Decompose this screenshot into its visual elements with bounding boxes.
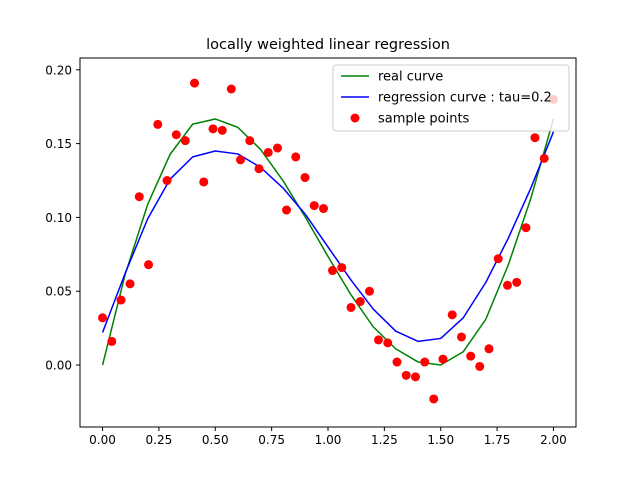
legend-box — [332, 64, 570, 132]
legend: real curve regression curve : tau=0.2 sa… — [332, 64, 570, 132]
sample-point — [116, 295, 126, 305]
sample-point — [282, 205, 292, 215]
plot-area — [98, 78, 558, 404]
sample-point — [263, 147, 273, 157]
sample-point — [401, 370, 411, 380]
sample-point — [162, 176, 172, 186]
sample-point — [236, 155, 246, 165]
legend-label-real-curve: real curve — [378, 70, 443, 85]
sample-point — [217, 125, 227, 135]
sample-point — [226, 84, 236, 94]
sample-point — [153, 119, 163, 129]
sample-point — [199, 177, 209, 187]
series-line-real-curve — [101, 118, 555, 366]
sample-point — [98, 313, 108, 323]
sample-point — [125, 279, 135, 289]
sample-point — [346, 302, 356, 312]
sample-point — [300, 173, 310, 183]
x-tick-label: 0.25 — [146, 433, 173, 447]
sample-point — [484, 344, 494, 354]
sample-point — [447, 310, 457, 320]
legend-swatch-sample-points — [350, 113, 360, 123]
sample-point — [291, 152, 301, 162]
sample-point — [493, 254, 503, 264]
y-tick-label: 0.10 — [45, 211, 72, 225]
legend-label-regression-curve: regression curve : tau=0.2 — [378, 91, 552, 106]
sample-point — [273, 143, 282, 153]
sample-point — [309, 201, 319, 211]
x-tick-label: 1.00 — [315, 433, 342, 447]
sample-point — [438, 354, 448, 364]
sample-point — [512, 277, 522, 287]
sample-point — [254, 164, 264, 174]
sample-point — [420, 357, 430, 367]
sample-point — [107, 336, 117, 346]
chart-title: locally weighted linear regression — [206, 37, 450, 53]
y-axis: 0.00 0.05 0.10 0.15 0.20 — [45, 63, 80, 373]
sample-point — [180, 136, 190, 146]
sample-point — [144, 260, 154, 270]
sample-point — [318, 204, 328, 214]
sample-point — [245, 136, 255, 146]
sample-point — [410, 372, 420, 382]
sample-point — [392, 357, 402, 367]
legend-label-sample-points: sample points — [378, 112, 470, 127]
y-tick-label: 0.20 — [45, 63, 72, 77]
sample-point — [530, 133, 540, 143]
x-tick-label: 1.75 — [484, 433, 511, 447]
sample-point — [364, 286, 374, 296]
sample-point — [171, 130, 181, 140]
sample-point — [429, 394, 439, 404]
sample-point — [355, 297, 365, 307]
sample-point — [475, 361, 485, 371]
sample-point — [374, 335, 383, 345]
y-tick-label: 0.00 — [45, 359, 72, 373]
x-tick-label: 2.00 — [540, 433, 567, 447]
sample-point — [134, 192, 144, 202]
sample-point — [539, 153, 549, 163]
sample-point — [456, 332, 466, 342]
sample-point — [328, 266, 338, 276]
x-tick-label: 1.50 — [427, 433, 454, 447]
x-axis: 0.00 0.25 0.50 0.75 1.00 1.25 1.50 1.75 2.00 — [89, 427, 567, 447]
sample-point — [208, 124, 218, 134]
sample-point — [502, 280, 512, 290]
x-tick-label: 1.25 — [371, 433, 398, 447]
x-tick-label: 0.75 — [258, 433, 285, 447]
sample-point — [466, 351, 476, 361]
y-tick-label: 0.05 — [45, 285, 72, 299]
y-tick-label: 0.15 — [45, 137, 72, 151]
x-tick-label: 0.50 — [202, 433, 229, 447]
sample-point — [521, 223, 531, 233]
series-line-regression-curve — [101, 131, 555, 343]
x-tick-label: 0.00 — [89, 433, 116, 447]
sample-point — [383, 338, 393, 348]
sample-point — [190, 78, 200, 88]
sample-point — [337, 263, 347, 273]
